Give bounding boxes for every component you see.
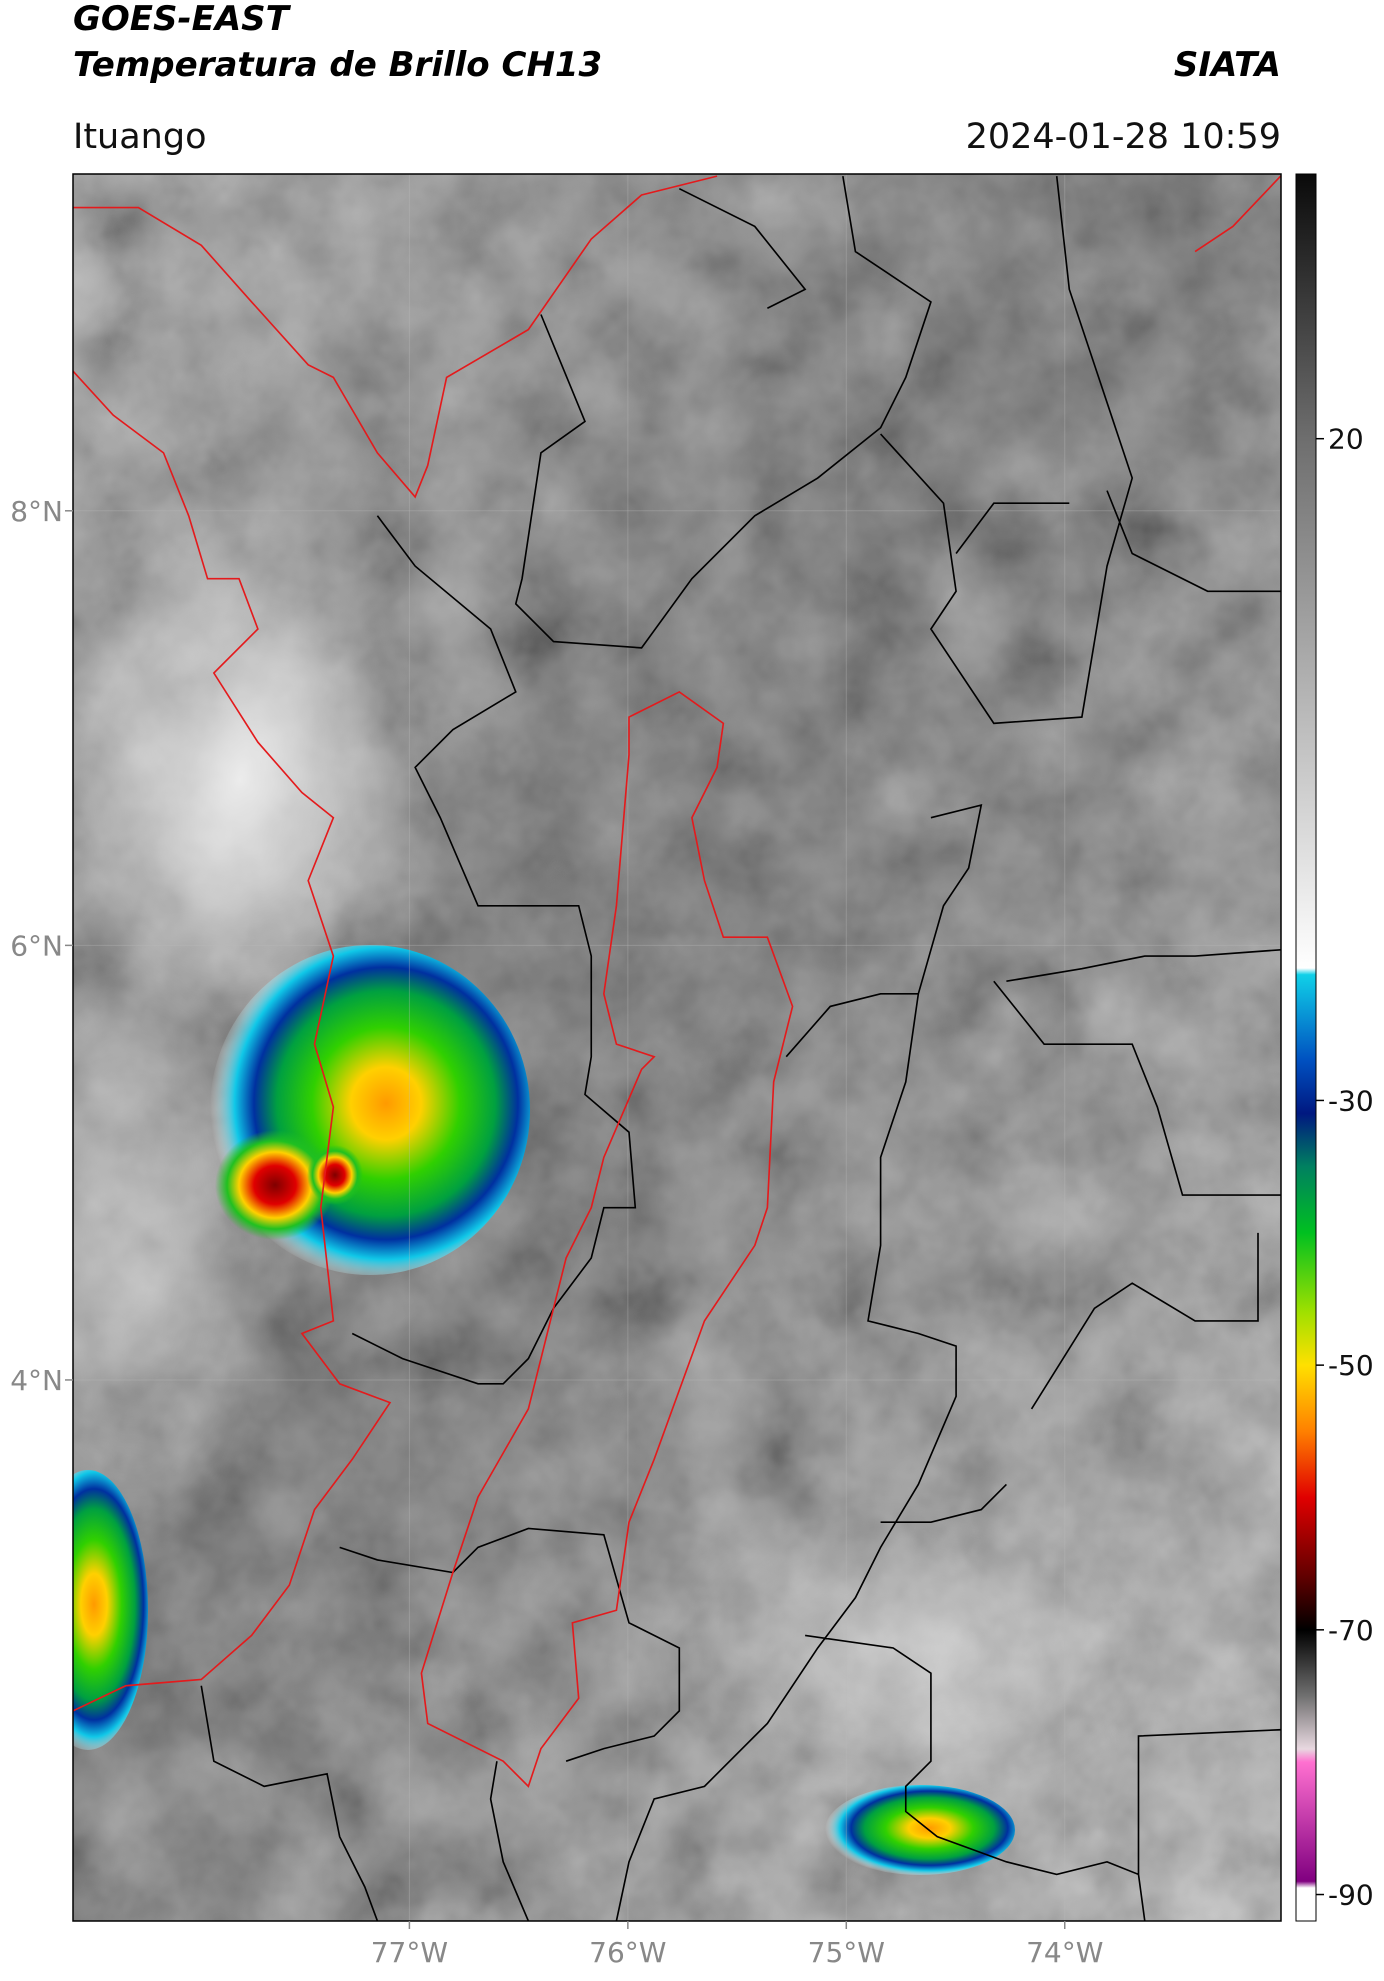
timestamp: 2024-01-28 10:59	[966, 117, 1281, 157]
storm	[73, 1470, 148, 1750]
cloud	[640, 1490, 1160, 1810]
x-tick-label: 75°W	[808, 1936, 885, 1969]
y-tick-label: 6°N	[10, 929, 63, 962]
colorbar-tick-label: -50	[1328, 1349, 1374, 1382]
storm-core	[215, 1130, 335, 1240]
colorbar-tick-label: -70	[1328, 1614, 1374, 1647]
colorbar-tick-label: -90	[1328, 1879, 1374, 1912]
location: Ituango	[73, 117, 207, 157]
map-frame	[72, 173, 1282, 1922]
product: Temperatura de Brillo CH13	[73, 45, 602, 85]
satellite: GOES-EAST	[73, 0, 292, 39]
x-tick-label: 76°W	[589, 1936, 666, 1969]
storm-core	[307, 1145, 363, 1205]
storm	[825, 1785, 1015, 1875]
map-image	[73, 174, 1281, 1921]
x-tick-label: 74°W	[1026, 1936, 1103, 1969]
colorbar-tick-label: -30	[1328, 1084, 1374, 1117]
colorbar	[1295, 173, 1317, 1922]
y-tick-label: 8°N	[10, 495, 63, 528]
x-tick-label: 77°W	[371, 1936, 448, 1969]
borders	[73, 175, 1281, 1921]
y-tick-label: 4°N	[10, 1364, 63, 1397]
agency: SIATA	[1174, 45, 1281, 85]
cloud	[73, 520, 430, 1040]
colorbar-tick-label: 20	[1328, 423, 1364, 456]
